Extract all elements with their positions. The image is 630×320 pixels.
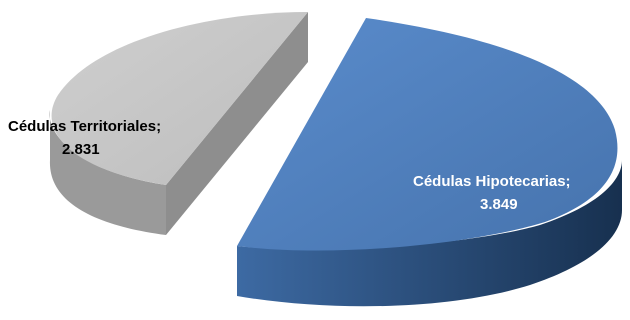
slice-cedulas-territoriales: Cédulas Territoriales; 2.831: [8, 12, 309, 235]
slice-side-territoriales: [166, 12, 308, 235]
slice-top-territoriales: [51, 12, 309, 185]
slice-cedulas-hipotecarias: Cédulas Hipotecarias; 3.849: [237, 18, 622, 307]
slice-top-hipotecarias: [237, 18, 618, 251]
label-name-hipotecarias: Cédulas Hipotecarias;: [413, 173, 571, 190]
slice-side-outer-territoriales: [49, 110, 167, 235]
slice-side-hipotecarias: [237, 160, 622, 307]
label-value-hipotecarias: 3.849: [480, 196, 518, 213]
label-name-territoriales: Cédulas Territoriales;: [8, 118, 161, 135]
label-value-territoriales: 2.831: [62, 141, 100, 158]
